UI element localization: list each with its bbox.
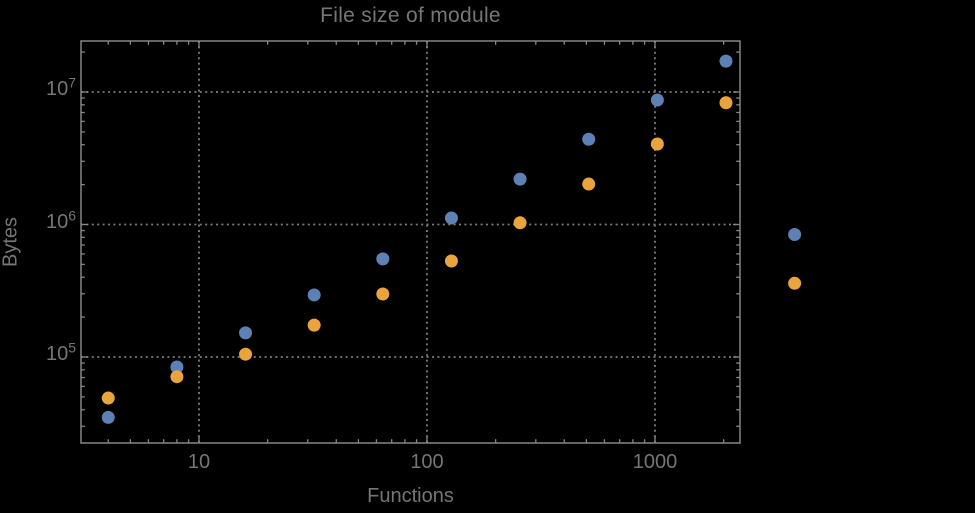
data-point-orange bbox=[170, 370, 184, 384]
data-point-blue bbox=[376, 252, 390, 266]
data-point-orange bbox=[513, 216, 527, 230]
y-tick-label: 105 bbox=[45, 339, 76, 365]
data-point-blue bbox=[307, 288, 321, 302]
data-point-orange bbox=[788, 276, 802, 290]
data-point-orange bbox=[582, 177, 596, 191]
data-point-blue bbox=[170, 360, 184, 374]
data-point-blue bbox=[788, 228, 802, 242]
data-point-orange bbox=[307, 318, 321, 332]
plot-frame bbox=[80, 40, 741, 444]
y-tick-label: 106 bbox=[45, 206, 76, 233]
data-point-blue bbox=[513, 172, 527, 186]
data-point-orange bbox=[101, 391, 115, 405]
y-axis-title: Bytes bbox=[0, 216, 22, 268]
data-point-orange bbox=[239, 347, 253, 361]
x-tick-label: 1000 bbox=[632, 451, 678, 473]
data-point-orange bbox=[719, 96, 733, 110]
chart-title: File size of module bbox=[320, 4, 501, 27]
data-point-orange bbox=[444, 254, 458, 268]
x-tick-label: 100 bbox=[410, 451, 444, 473]
data-point-orange bbox=[376, 287, 390, 301]
data-point-orange bbox=[650, 137, 664, 151]
data-point-blue bbox=[101, 410, 115, 424]
data-point-blue bbox=[650, 93, 664, 107]
data-point-blue bbox=[444, 211, 458, 225]
data-point-blue bbox=[719, 54, 733, 68]
x-axis-title: Functions bbox=[367, 485, 454, 507]
x-tick-label: 10 bbox=[187, 451, 211, 473]
data-point-blue bbox=[239, 326, 253, 340]
data-point-blue bbox=[582, 132, 596, 146]
y-tick-label: 107 bbox=[45, 74, 76, 100]
